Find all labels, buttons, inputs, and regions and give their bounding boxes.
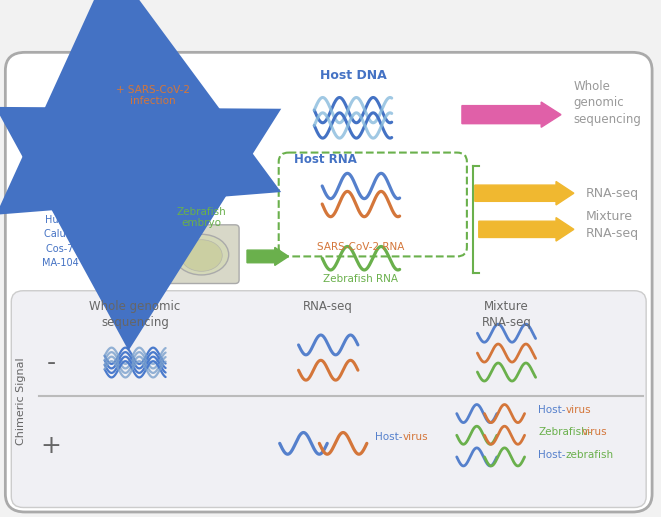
Text: SARS-CoV-2 RNA: SARS-CoV-2 RNA — [317, 242, 405, 252]
FancyBboxPatch shape — [165, 225, 239, 283]
Text: + SARS-CoV-2
infection: + SARS-CoV-2 infection — [116, 85, 190, 107]
FancyArrow shape — [247, 248, 289, 265]
Text: virus: virus — [403, 432, 428, 442]
Ellipse shape — [175, 138, 228, 144]
Ellipse shape — [44, 115, 101, 124]
FancyArrow shape — [475, 181, 574, 205]
Ellipse shape — [180, 240, 222, 271]
Ellipse shape — [175, 115, 228, 124]
FancyBboxPatch shape — [279, 153, 467, 256]
Text: RNA-seq: RNA-seq — [303, 300, 353, 313]
Ellipse shape — [50, 168, 96, 172]
Text: +: + — [40, 434, 61, 458]
Text: -: - — [46, 351, 56, 375]
Text: 293T cells
Huh-7 cells
Calu-3 cells
Cos-7 cells
MA-104 cells: 293T cells Huh-7 cells Calu-3 cells Cos-… — [42, 201, 104, 268]
Ellipse shape — [175, 165, 228, 171]
Ellipse shape — [50, 114, 96, 117]
FancyArrow shape — [462, 102, 561, 127]
Ellipse shape — [175, 142, 228, 150]
Ellipse shape — [175, 111, 228, 117]
Text: Whole genomic
sequencing: Whole genomic sequencing — [89, 300, 180, 329]
Ellipse shape — [44, 142, 101, 150]
Text: Zebrafish-: Zebrafish- — [538, 427, 592, 437]
Ellipse shape — [175, 169, 228, 178]
Text: Chimeric Signal: Chimeric Signal — [17, 357, 26, 445]
FancyBboxPatch shape — [11, 291, 646, 508]
Text: virus: virus — [582, 427, 607, 437]
Ellipse shape — [50, 141, 96, 145]
Text: Whole
genomic
sequencing: Whole genomic sequencing — [574, 80, 642, 126]
FancyArrow shape — [115, 144, 153, 161]
Text: Zebrafish
embryo: Zebrafish embryo — [176, 207, 226, 229]
Text: RNA-seq: RNA-seq — [586, 187, 639, 200]
Text: Host-: Host- — [538, 450, 566, 460]
FancyBboxPatch shape — [5, 52, 652, 512]
Text: Zebrafish RNA: Zebrafish RNA — [323, 274, 399, 284]
Text: Host DNA: Host DNA — [320, 69, 387, 82]
Text: zebrafish: zebrafish — [566, 450, 614, 460]
Text: virus: virus — [566, 405, 592, 415]
Ellipse shape — [44, 169, 101, 178]
Text: Mixture
RNA-seq: Mixture RNA-seq — [586, 210, 639, 239]
Text: Host-: Host- — [538, 405, 566, 415]
Text: Mixture
RNA-seq: Mixture RNA-seq — [482, 300, 531, 329]
Text: Host RNA: Host RNA — [293, 154, 356, 166]
Ellipse shape — [175, 234, 229, 275]
FancyArrow shape — [479, 218, 574, 241]
Text: Host-: Host- — [375, 432, 403, 442]
